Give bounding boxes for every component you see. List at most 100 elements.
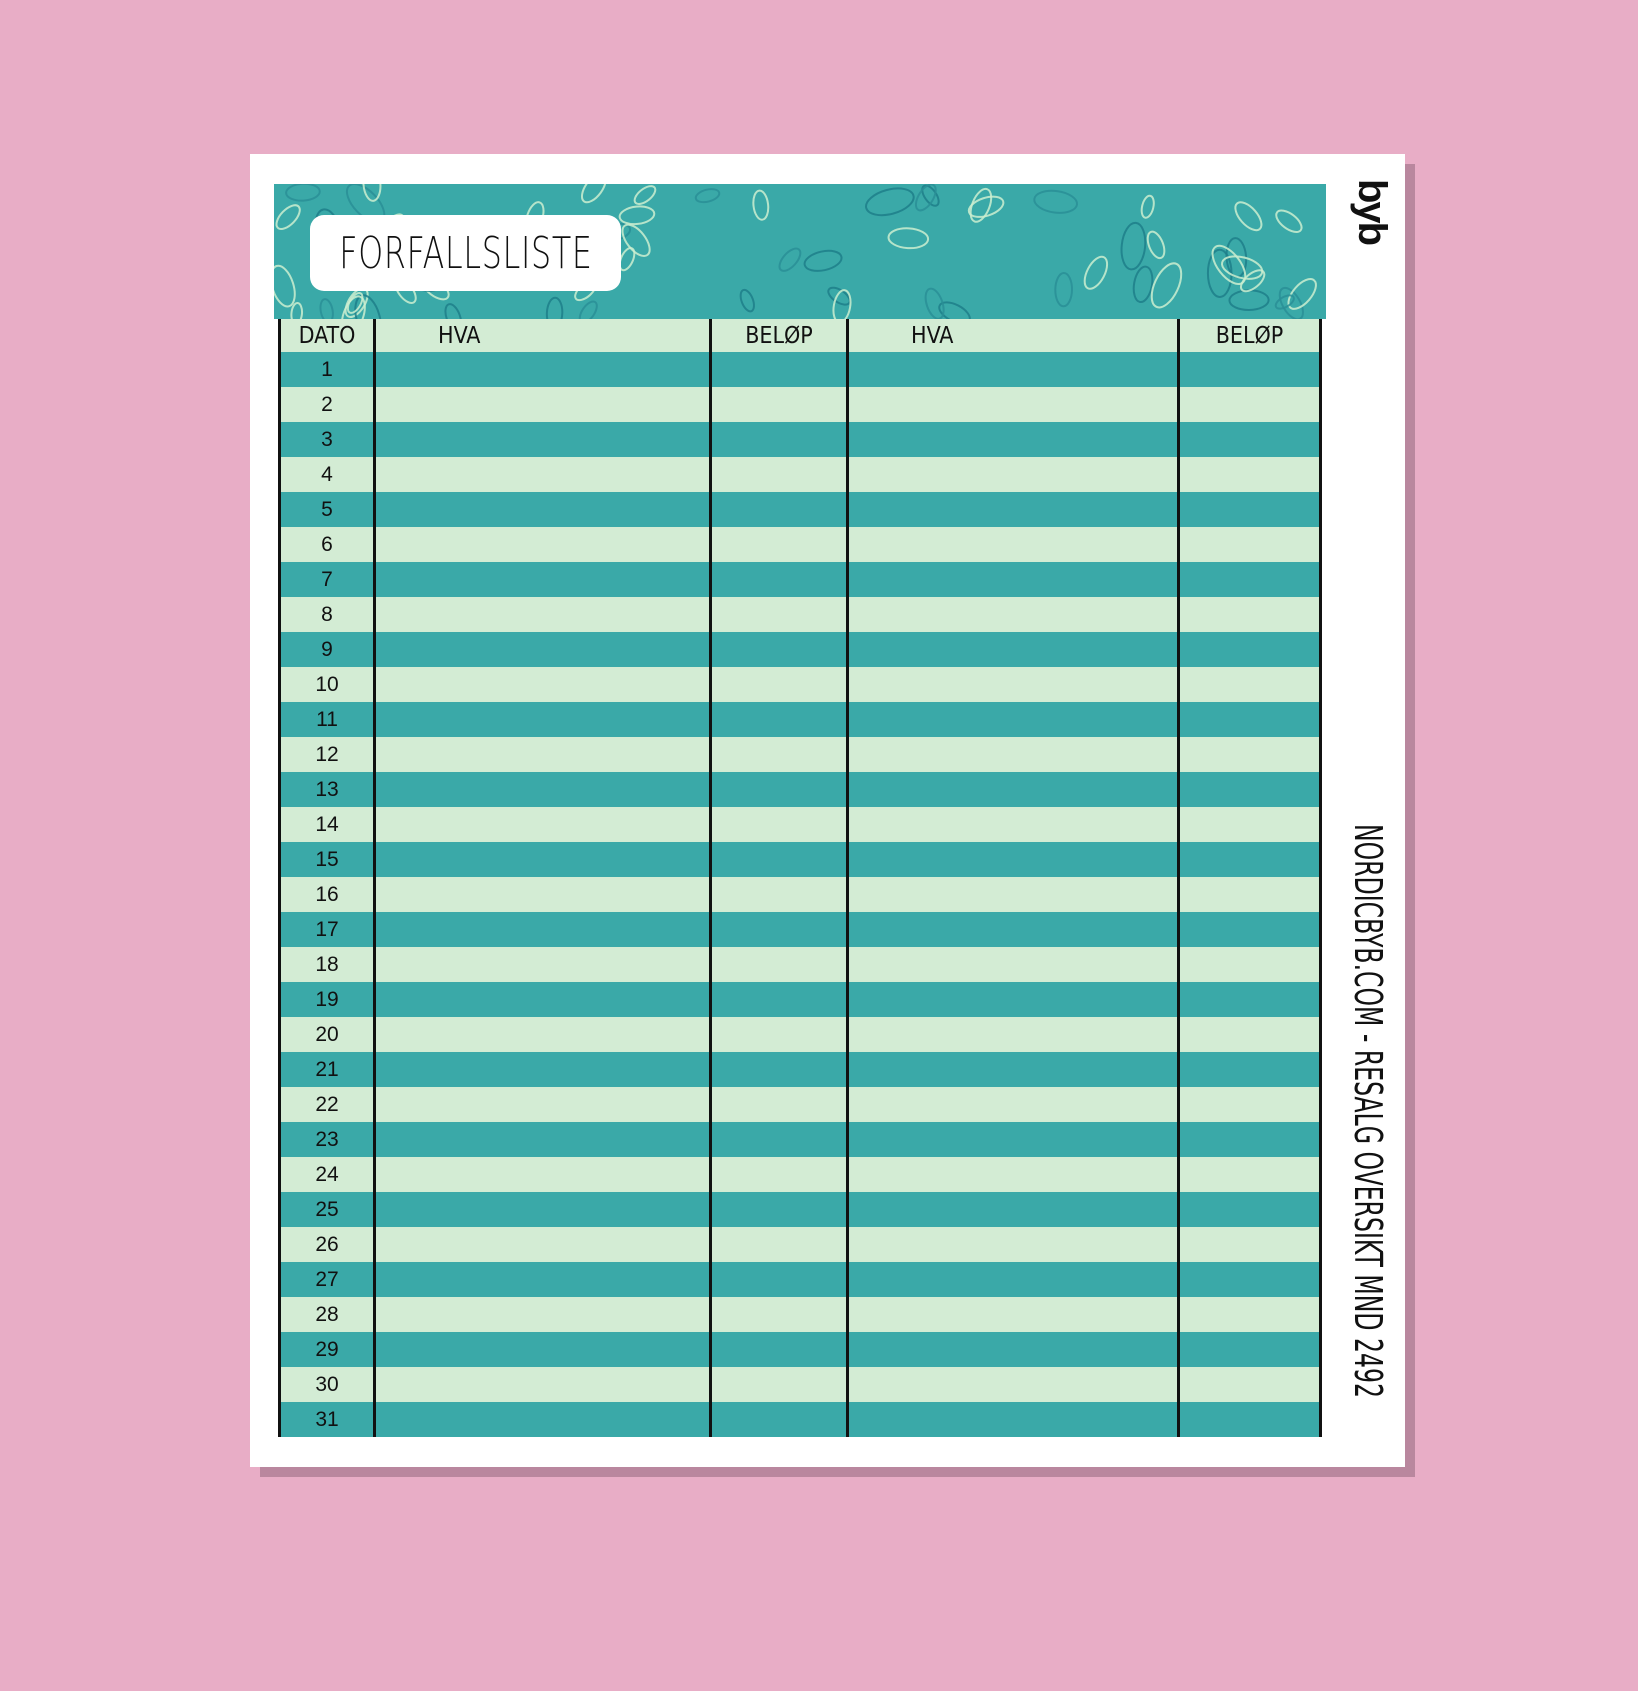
belop-cell[interactable] <box>709 947 846 982</box>
hva-cell[interactable] <box>373 1122 709 1157</box>
belop-cell-2[interactable] <box>1177 422 1322 457</box>
hva-cell-2[interactable] <box>846 912 1177 947</box>
belop-cell[interactable] <box>709 737 846 772</box>
hva-cell-2[interactable] <box>846 702 1177 737</box>
hva-cell[interactable] <box>373 1367 709 1402</box>
belop-cell[interactable] <box>709 492 846 527</box>
hva-cell-2[interactable] <box>846 527 1177 562</box>
hva-cell-2[interactable] <box>846 422 1177 457</box>
belop-cell-2[interactable] <box>1177 1332 1322 1367</box>
belop-cell-2[interactable] <box>1177 1122 1322 1157</box>
belop-cell-2[interactable] <box>1177 1227 1322 1262</box>
belop-cell[interactable] <box>709 982 846 1017</box>
belop-cell-2[interactable] <box>1177 597 1322 632</box>
hva-cell[interactable] <box>373 387 709 422</box>
hva-cell[interactable] <box>373 1157 709 1192</box>
hva-cell-2[interactable] <box>846 1192 1177 1227</box>
belop-cell[interactable] <box>709 1087 846 1122</box>
belop-cell-2[interactable] <box>1177 1402 1322 1437</box>
hva-cell-2[interactable] <box>846 352 1177 387</box>
hva-cell[interactable] <box>373 1017 709 1052</box>
belop-cell-2[interactable] <box>1177 387 1322 422</box>
belop-cell[interactable] <box>709 912 846 947</box>
belop-cell-2[interactable] <box>1177 772 1322 807</box>
hva-cell-2[interactable] <box>846 1402 1177 1437</box>
belop-cell[interactable] <box>709 842 846 877</box>
hva-cell[interactable] <box>373 527 709 562</box>
hva-cell[interactable] <box>373 422 709 457</box>
belop-cell-2[interactable] <box>1177 982 1322 1017</box>
hva-cell-2[interactable] <box>846 667 1177 702</box>
belop-cell-2[interactable] <box>1177 1262 1322 1297</box>
hva-cell-2[interactable] <box>846 1297 1177 1332</box>
belop-cell-2[interactable] <box>1177 912 1322 947</box>
belop-cell-2[interactable] <box>1177 807 1322 842</box>
hva-cell-2[interactable] <box>846 387 1177 422</box>
belop-cell[interactable] <box>709 422 846 457</box>
hva-cell-2[interactable] <box>846 982 1177 1017</box>
hva-cell[interactable] <box>373 1052 709 1087</box>
hva-cell-2[interactable] <box>846 877 1177 912</box>
belop-cell[interactable] <box>709 1227 846 1262</box>
belop-cell-2[interactable] <box>1177 1052 1322 1087</box>
hva-cell[interactable] <box>373 562 709 597</box>
hva-cell-2[interactable] <box>846 807 1177 842</box>
belop-cell[interactable] <box>709 702 846 737</box>
hva-cell[interactable] <box>373 772 709 807</box>
belop-cell[interactable] <box>709 807 846 842</box>
belop-cell[interactable] <box>709 1052 846 1087</box>
belop-cell[interactable] <box>709 632 846 667</box>
hva-cell[interactable] <box>373 1332 709 1367</box>
belop-cell-2[interactable] <box>1177 492 1322 527</box>
belop-cell[interactable] <box>709 1157 846 1192</box>
belop-cell[interactable] <box>709 1297 846 1332</box>
belop-cell[interactable] <box>709 1367 846 1402</box>
belop-cell[interactable] <box>709 527 846 562</box>
belop-cell-2[interactable] <box>1177 352 1322 387</box>
hva-cell-2[interactable] <box>846 1087 1177 1122</box>
hva-cell-2[interactable] <box>846 457 1177 492</box>
hva-cell-2[interactable] <box>846 1227 1177 1262</box>
belop-cell[interactable] <box>709 1017 846 1052</box>
belop-cell[interactable] <box>709 1262 846 1297</box>
hva-cell-2[interactable] <box>846 1122 1177 1157</box>
hva-cell-2[interactable] <box>846 632 1177 667</box>
belop-cell[interactable] <box>709 457 846 492</box>
belop-cell-2[interactable] <box>1177 1367 1322 1402</box>
belop-cell-2[interactable] <box>1177 702 1322 737</box>
hva-cell[interactable] <box>373 842 709 877</box>
hva-cell-2[interactable] <box>846 947 1177 982</box>
hva-cell[interactable] <box>373 1227 709 1262</box>
hva-cell-2[interactable] <box>846 842 1177 877</box>
belop-cell-2[interactable] <box>1177 1297 1322 1332</box>
hva-cell[interactable] <box>373 492 709 527</box>
belop-cell-2[interactable] <box>1177 667 1322 702</box>
hva-cell-2[interactable] <box>846 597 1177 632</box>
belop-cell[interactable] <box>709 387 846 422</box>
belop-cell-2[interactable] <box>1177 877 1322 912</box>
hva-cell[interactable] <box>373 1192 709 1227</box>
belop-cell[interactable] <box>709 1192 846 1227</box>
belop-cell-2[interactable] <box>1177 1017 1322 1052</box>
hva-cell[interactable] <box>373 737 709 772</box>
hva-cell-2[interactable] <box>846 1332 1177 1367</box>
hva-cell[interactable] <box>373 1402 709 1437</box>
hva-cell[interactable] <box>373 632 709 667</box>
hva-cell-2[interactable] <box>846 737 1177 772</box>
belop-cell[interactable] <box>709 1122 846 1157</box>
belop-cell[interactable] <box>709 562 846 597</box>
hva-cell-2[interactable] <box>846 772 1177 807</box>
hva-cell[interactable] <box>373 1262 709 1297</box>
belop-cell[interactable] <box>709 1332 846 1367</box>
hva-cell[interactable] <box>373 912 709 947</box>
hva-cell[interactable] <box>373 1087 709 1122</box>
belop-cell-2[interactable] <box>1177 842 1322 877</box>
belop-cell-2[interactable] <box>1177 947 1322 982</box>
hva-cell-2[interactable] <box>846 1262 1177 1297</box>
belop-cell[interactable] <box>709 1402 846 1437</box>
hva-cell-2[interactable] <box>846 1017 1177 1052</box>
hva-cell-2[interactable] <box>846 1367 1177 1402</box>
hva-cell[interactable] <box>373 352 709 387</box>
hva-cell[interactable] <box>373 667 709 702</box>
hva-cell-2[interactable] <box>846 562 1177 597</box>
